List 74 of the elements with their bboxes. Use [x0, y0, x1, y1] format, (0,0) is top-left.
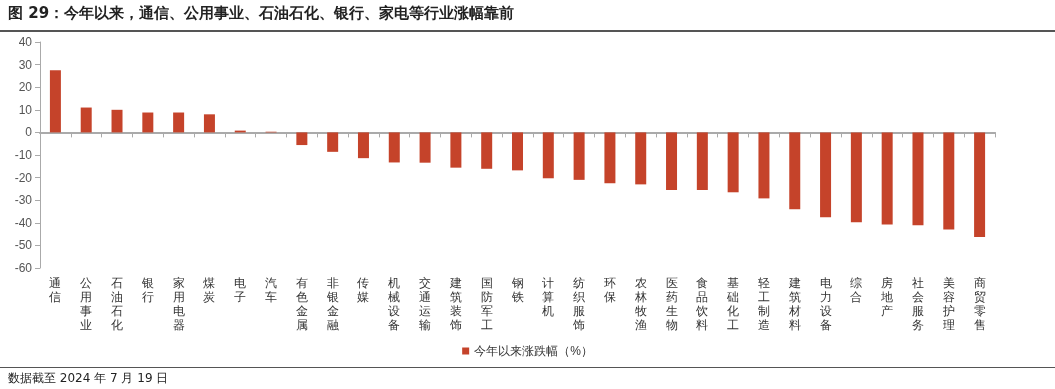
- x-tick-label: 钢铁: [510, 276, 524, 304]
- bar: [80, 107, 92, 133]
- x-tick-label: 公用事业: [80, 276, 93, 332]
- x-tick-label: 汽车: [265, 276, 278, 304]
- x-tick-label: 美容护理: [941, 276, 955, 332]
- x-tick-label: 医药生物: [665, 276, 678, 332]
- bar: [573, 132, 585, 180]
- x-tick-label: 综合: [850, 276, 863, 304]
- bar: [666, 132, 678, 191]
- y-tick-label: -20: [14, 170, 33, 185]
- text: 数据截至 2024 年 7 月 19 日: [8, 370, 169, 387]
- bar: [481, 132, 493, 169]
- x-tick-label: 机械设备: [388, 276, 401, 332]
- y-tick-label: -60: [14, 261, 33, 275]
- x-tick-label: 建筑装饰: [448, 276, 462, 332]
- y-tick-label: -30: [14, 193, 33, 208]
- bar: [357, 132, 369, 159]
- bar: [820, 132, 832, 218]
- bar: [111, 109, 123, 133]
- x-tick-label: 计算机: [542, 276, 555, 318]
- x-tick-label: 基础化工: [726, 276, 740, 332]
- bar: [912, 132, 924, 226]
- x-tick-label: 纺织服饰: [572, 276, 586, 332]
- x-tick-label: 轻工制造: [757, 276, 770, 332]
- bar: [696, 132, 708, 191]
- bar: [850, 132, 862, 223]
- x-tick-label: 交通运输: [419, 276, 432, 332]
- x-tick-label: 有色金属: [295, 276, 308, 332]
- bar: [604, 132, 616, 184]
- y-tick-label: -40: [14, 215, 33, 230]
- y-tick-label: -50: [14, 238, 33, 253]
- y-tick-label: 0: [25, 125, 33, 140]
- bar: [512, 132, 523, 171]
- x-tick-label: 煤炭: [203, 276, 216, 304]
- x-tick-label: 电子: [234, 276, 247, 304]
- x-tick-label: 房地产: [880, 276, 894, 318]
- y-tick-label: 30: [18, 57, 33, 72]
- bar: [727, 132, 739, 193]
- bar: [296, 132, 308, 146]
- x-tick-label: 石油石化: [111, 276, 124, 332]
- bar: [388, 132, 400, 163]
- x-tick-label: 家用电器: [172, 276, 185, 332]
- bar: [203, 114, 215, 133]
- legend-label: 今年以来涨跌幅（%）: [474, 344, 593, 358]
- x-tick-label: 农林牧渔: [633, 276, 647, 332]
- bar: [327, 132, 339, 152]
- y-tick-label: -10: [14, 148, 33, 162]
- bar: [542, 132, 554, 179]
- x-tick-label: 传媒: [357, 276, 370, 304]
- bar: [49, 70, 61, 133]
- bar: [974, 132, 986, 238]
- x-tick-label: 非银金融: [325, 276, 339, 332]
- x-tick-label: 食品饮料: [695, 276, 709, 332]
- y-tick-label: 20: [18, 80, 33, 95]
- x-tick-label: 银行: [140, 276, 154, 304]
- chart-title: 图 29：今年以来，通信、公用事业、石油石化、银行、家电等行业涨幅靠前: [8, 4, 515, 23]
- x-tick-label: 国防军工: [480, 276, 493, 332]
- bar: [789, 132, 801, 210]
- x-tick-label: 通信: [49, 276, 62, 304]
- x-tick-label: 电力设备: [819, 276, 832, 332]
- bar: [419, 132, 431, 163]
- bar: [173, 112, 185, 133]
- y-tick-label: 40: [18, 35, 33, 49]
- bar: [881, 132, 893, 225]
- y-tick-label: 10: [18, 102, 33, 117]
- bar: [450, 132, 462, 168]
- bar: [635, 132, 647, 185]
- x-tick-label: 环保: [603, 276, 616, 304]
- bar: [758, 132, 770, 199]
- x-tick-label: 商贸零售: [973, 276, 986, 332]
- bar: [142, 112, 154, 133]
- bar: [943, 132, 955, 230]
- x-tick-label: 建筑材料: [787, 276, 801, 332]
- x-tick-label: 社会服务: [911, 276, 924, 332]
